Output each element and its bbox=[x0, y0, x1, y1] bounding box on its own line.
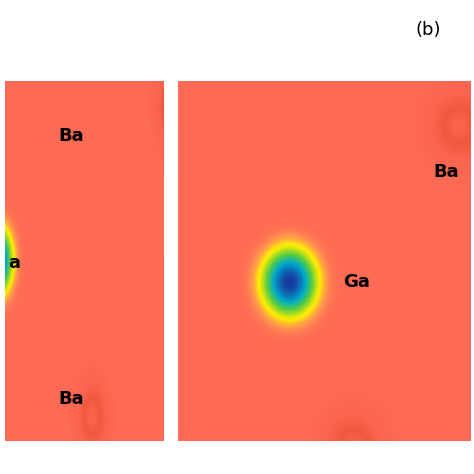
Text: Ba: Ba bbox=[59, 391, 84, 409]
Text: Ba: Ba bbox=[59, 128, 84, 146]
Text: Ba: Ba bbox=[433, 164, 459, 182]
Text: (b): (b) bbox=[415, 21, 441, 39]
Text: a: a bbox=[8, 254, 20, 272]
Text: Ga: Ga bbox=[343, 273, 370, 292]
